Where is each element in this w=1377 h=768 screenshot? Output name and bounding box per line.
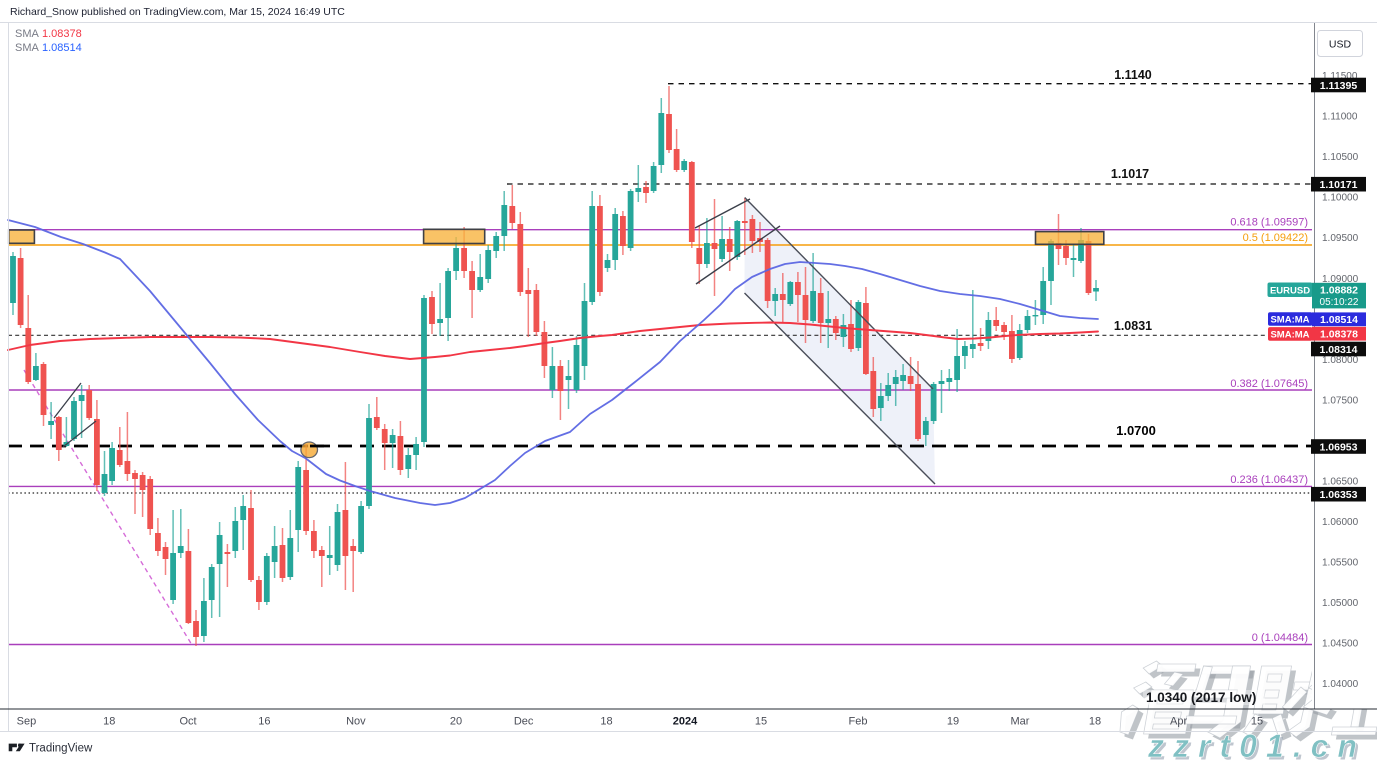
svg-text:0 (1.04484): 0 (1.04484) xyxy=(1252,632,1308,644)
svg-text:1.10500: 1.10500 xyxy=(1322,152,1359,163)
svg-text:0.618 (1.09597): 0.618 (1.09597) xyxy=(1230,217,1308,229)
svg-text:1.08378: 1.08378 xyxy=(1320,328,1358,340)
svg-text:1.1140: 1.1140 xyxy=(1114,68,1152,82)
svg-text:18: 18 xyxy=(103,716,115,728)
svg-text:EURUSD: EURUSD xyxy=(1270,285,1310,296)
svg-text:Oct: Oct xyxy=(179,716,196,728)
svg-text:SMA: SMA xyxy=(15,42,40,54)
svg-text:1.0831: 1.0831 xyxy=(1114,319,1152,333)
svg-text:Sep: Sep xyxy=(17,716,37,728)
svg-text:1.05000: 1.05000 xyxy=(1322,598,1359,609)
svg-text:Nov: Nov xyxy=(346,716,366,728)
svg-text:Feb: Feb xyxy=(849,716,868,728)
svg-text:USD: USD xyxy=(1329,39,1352,51)
svg-text:1.08378: 1.08378 xyxy=(42,28,82,40)
svg-text:1.04000: 1.04000 xyxy=(1322,679,1359,690)
svg-text:Apr: Apr xyxy=(1170,716,1187,728)
svg-text:TradingView: TradingView xyxy=(29,743,93,755)
svg-text:1.09500: 1.09500 xyxy=(1322,233,1359,244)
svg-text:1.07500: 1.07500 xyxy=(1322,395,1359,406)
svg-text:19: 19 xyxy=(947,716,959,728)
svg-text:1.06353: 1.06353 xyxy=(1320,489,1358,501)
svg-text:18: 18 xyxy=(600,716,612,728)
svg-text:05:10:22: 05:10:22 xyxy=(1320,297,1359,308)
svg-text:15: 15 xyxy=(1251,716,1263,728)
svg-text:1.10171: 1.10171 xyxy=(1320,179,1358,191)
svg-text:1.0700: 1.0700 xyxy=(1116,423,1156,438)
svg-text:SMA:MA: SMA:MA xyxy=(1270,330,1309,341)
svg-text:16: 16 xyxy=(258,716,270,728)
svg-text:1.08000: 1.08000 xyxy=(1322,355,1359,366)
svg-text:1.1017: 1.1017 xyxy=(1111,167,1149,181)
svg-text:1.04500: 1.04500 xyxy=(1322,639,1359,650)
svg-text:1.08314: 1.08314 xyxy=(1320,344,1358,356)
svg-text:zzrt01.cn: zzrt01.cn xyxy=(1147,728,1366,763)
svg-text:20: 20 xyxy=(450,716,462,728)
svg-text:0.382 (1.07645): 0.382 (1.07645) xyxy=(1230,378,1308,390)
svg-text:15: 15 xyxy=(755,716,767,728)
svg-text:1.06953: 1.06953 xyxy=(1320,441,1358,453)
svg-text:1.11395: 1.11395 xyxy=(1320,80,1358,92)
svg-text:SMA: SMA xyxy=(15,28,40,40)
svg-text:1.09000: 1.09000 xyxy=(1322,274,1359,285)
svg-text:1.11000: 1.11000 xyxy=(1322,112,1358,123)
svg-text:1.08514: 1.08514 xyxy=(42,42,82,54)
svg-text:0.5 (1.09422): 0.5 (1.09422) xyxy=(1243,232,1308,244)
svg-text:1.05500: 1.05500 xyxy=(1322,558,1359,569)
svg-text:1.11500: 1.11500 xyxy=(1322,71,1358,82)
svg-text:1.10000: 1.10000 xyxy=(1322,193,1359,204)
svg-text:1.0340 (2017 low): 1.0340 (2017 low) xyxy=(1146,690,1256,705)
svg-text:0.236 (1.06437): 0.236 (1.06437) xyxy=(1230,474,1308,486)
svg-text:1.06500: 1.06500 xyxy=(1322,477,1359,488)
svg-text:18: 18 xyxy=(1089,716,1101,728)
svg-text:SMA:MA: SMA:MA xyxy=(1270,315,1309,326)
svg-text:Mar: Mar xyxy=(1011,716,1030,728)
svg-text:1.06000: 1.06000 xyxy=(1322,517,1359,528)
svg-text:zzrt01.cn: zzrt01.cn xyxy=(1150,731,1369,764)
svg-text:Dec: Dec xyxy=(514,716,534,728)
svg-text:1.08514: 1.08514 xyxy=(1320,314,1358,326)
svg-text:2024: 2024 xyxy=(673,716,698,728)
svg-text:1.08882: 1.08882 xyxy=(1320,284,1358,296)
svg-text:Richard_Snow published on Trad: Richard_Snow published on TradingView.co… xyxy=(10,6,345,18)
